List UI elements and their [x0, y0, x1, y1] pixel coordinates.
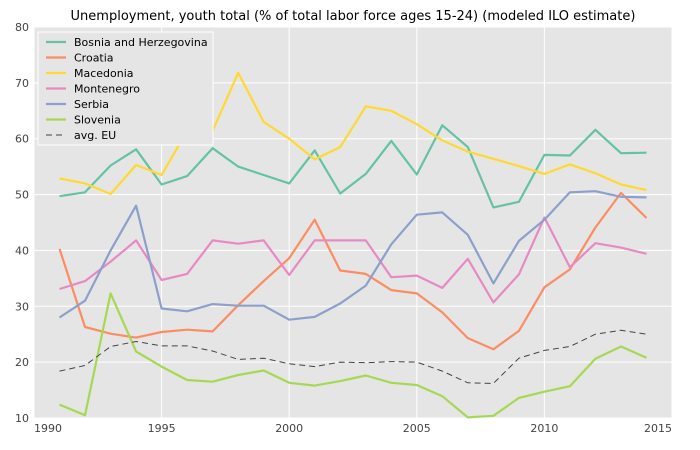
y-tick-label: 80 — [15, 21, 29, 34]
series-line-serbia — [58, 190, 647, 321]
grid-lines — [33, 26, 673, 419]
y-tick-label: 40 — [15, 244, 29, 257]
chart-title: Unemployment, youth total (% of total la… — [71, 9, 636, 24]
x-tick-label: 2010 — [530, 422, 558, 435]
legend-label: Bosnia and Herzegovina — [74, 36, 208, 49]
y-tick-label: 60 — [15, 133, 29, 146]
axis-ticks: 1990 1995 2000 2005 2010 2015 10 20 30 40 50 60 70 80 — [15, 21, 672, 435]
series-lines — [58, 71, 648, 419]
y-tick-label: 30 — [15, 300, 29, 313]
legend: Bosnia and Herzegovina Croatia Macedonia Mo… — [37, 31, 214, 146]
x-tick-label: 2005 — [403, 422, 431, 435]
y-tick-label: 20 — [15, 356, 29, 369]
legend-label: avg. EU — [74, 129, 116, 142]
series-line-montenegro — [59, 216, 647, 304]
x-tick-label: 2015 — [644, 422, 672, 435]
series-line-avg-eu — [59, 329, 647, 384]
legend-box — [37, 31, 214, 146]
legend-label: Serbia — [74, 98, 109, 111]
legend-label: Slovenia — [74, 114, 121, 127]
y-tick-label: 70 — [15, 77, 29, 90]
series-line-macedonia — [59, 71, 647, 196]
y-tick-label: 10 — [15, 412, 29, 425]
legend-label: Croatia — [74, 52, 114, 65]
series-line-bosnia-and-herzegovina — [59, 124, 647, 209]
y-tick-label: 50 — [15, 189, 29, 202]
legend-label: Montenegro — [74, 83, 140, 96]
x-tick-label: 2000 — [275, 422, 303, 435]
legend-label: Macedonia — [74, 67, 134, 80]
series-line-croatia — [58, 191, 648, 351]
x-tick-label: 1990 — [34, 422, 62, 435]
series-line-slovenia — [59, 292, 647, 419]
x-tick-label: 1995 — [148, 422, 176, 435]
